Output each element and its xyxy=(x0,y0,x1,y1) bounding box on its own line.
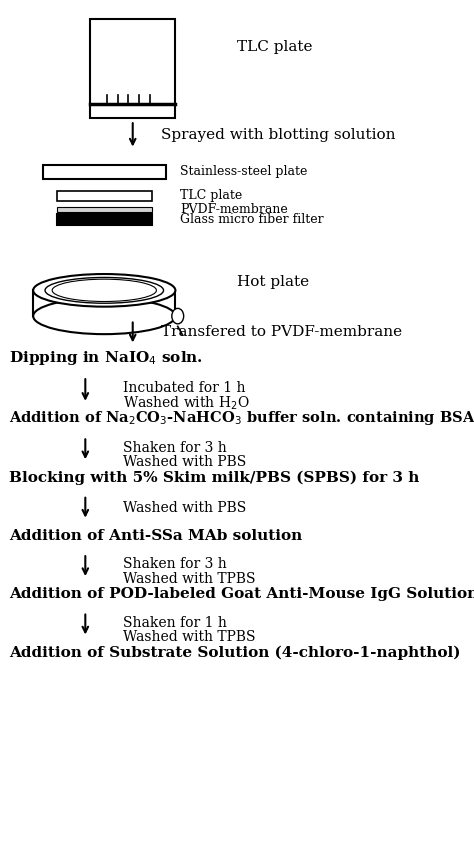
Text: Shaken for 3 h: Shaken for 3 h xyxy=(123,557,227,571)
Bar xyxy=(57,191,152,200)
Text: TLC plate: TLC plate xyxy=(180,189,242,203)
Text: Shaken for 3 h: Shaken for 3 h xyxy=(123,441,227,454)
Text: Addition of Na$_2$CO$_3$-NaHCO$_3$ buffer soln. containing BSA: Addition of Na$_2$CO$_3$-NaHCO$_3$ buffe… xyxy=(9,410,474,427)
Text: Washed with PBS: Washed with PBS xyxy=(123,501,246,515)
Text: Washed with H$_2$O: Washed with H$_2$O xyxy=(123,394,250,411)
Bar xyxy=(90,19,175,118)
Text: Addition of POD-labeled Goat Anti-Mouse IgG Solution: Addition of POD-labeled Goat Anti-Mouse … xyxy=(9,588,474,601)
Ellipse shape xyxy=(33,298,175,334)
Text: Dipping in NaIO$_4$ soln.: Dipping in NaIO$_4$ soln. xyxy=(9,350,203,367)
Text: PVDF-membrane: PVDF-membrane xyxy=(180,203,288,216)
Ellipse shape xyxy=(45,277,164,303)
Bar xyxy=(43,165,166,179)
Text: Transfered to PVDF-membrane: Transfered to PVDF-membrane xyxy=(161,326,402,339)
Text: Glass micro fiber filter: Glass micro fiber filter xyxy=(180,213,324,227)
Text: TLC plate: TLC plate xyxy=(237,40,312,54)
Text: Sprayed with blotting solution: Sprayed with blotting solution xyxy=(161,128,396,142)
Bar xyxy=(57,214,152,225)
Text: Stainless-steel plate: Stainless-steel plate xyxy=(180,165,308,179)
Text: Washed with TPBS: Washed with TPBS xyxy=(123,572,256,586)
Text: Hot plate: Hot plate xyxy=(237,275,309,289)
Ellipse shape xyxy=(172,308,184,324)
Bar xyxy=(57,207,152,212)
Ellipse shape xyxy=(52,279,156,302)
Text: Incubated for 1 h: Incubated for 1 h xyxy=(123,381,246,395)
Text: Blocking with 5% Skim milk/PBS (SPBS) for 3 h: Blocking with 5% Skim milk/PBS (SPBS) fo… xyxy=(9,471,420,484)
Text: Addition of Substrate Solution (4-chloro-1-naphthol): Addition of Substrate Solution (4-chloro… xyxy=(9,646,461,660)
Text: Washed with PBS: Washed with PBS xyxy=(123,455,246,469)
Text: Shaken for 1 h: Shaken for 1 h xyxy=(123,616,227,630)
Ellipse shape xyxy=(33,274,175,307)
Text: Addition of Anti-SSa MAb solution: Addition of Anti-SSa MAb solution xyxy=(9,529,303,543)
Text: Washed with TPBS: Washed with TPBS xyxy=(123,631,256,644)
